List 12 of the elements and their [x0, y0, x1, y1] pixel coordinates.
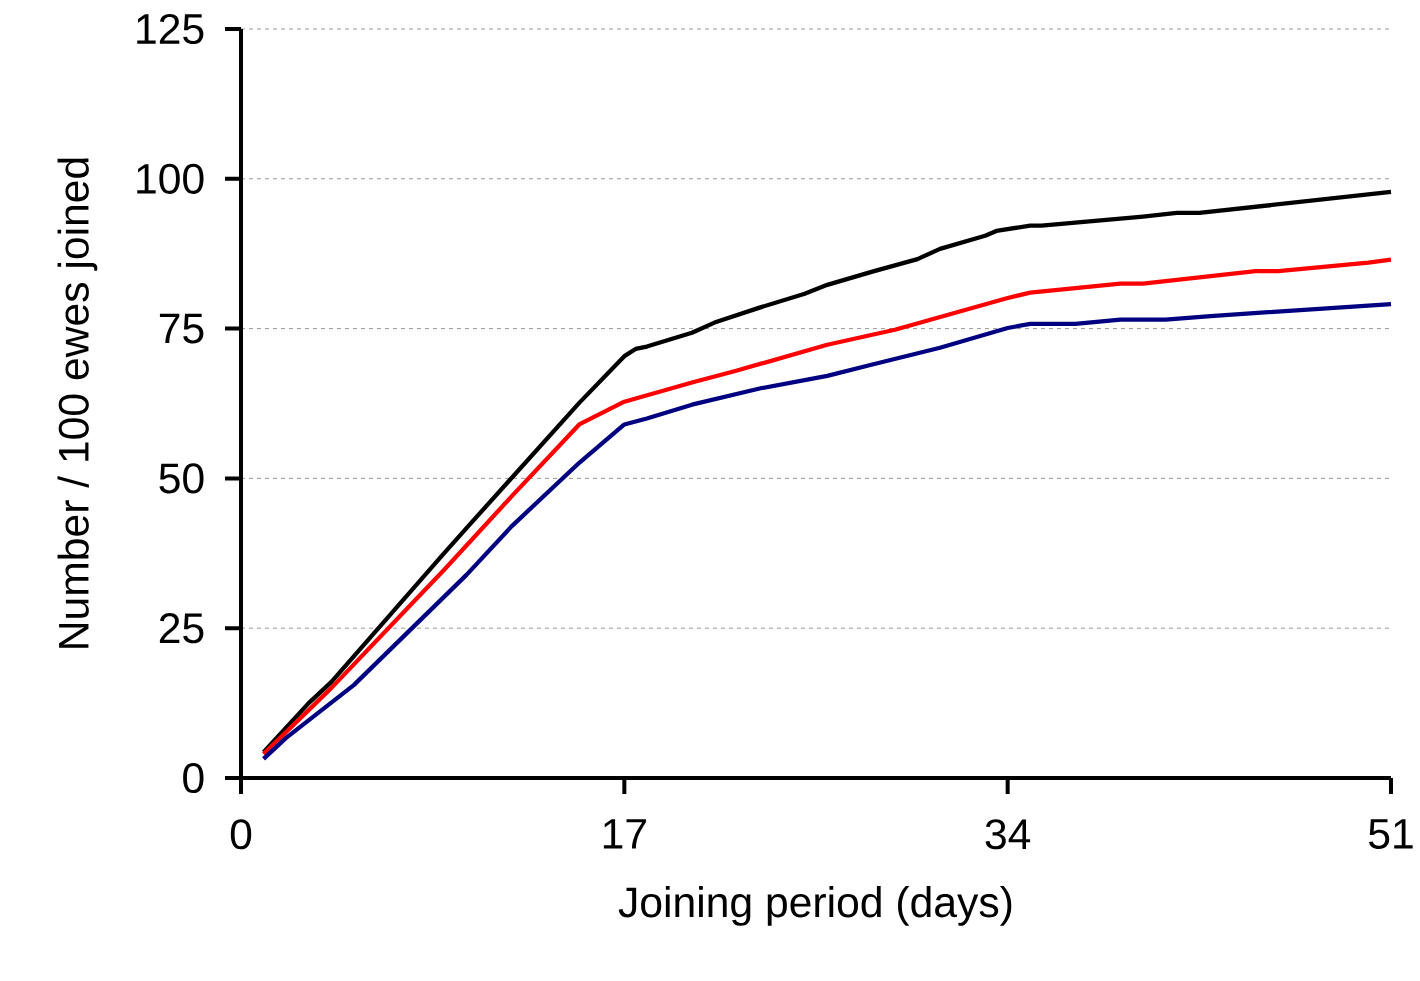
x-tick-label: 17: [603, 819, 646, 849]
x-axis-title: Joining period (days): [618, 886, 1012, 926]
y-tick-label: 100: [137, 163, 204, 194]
x-tick-label: 51: [1368, 819, 1413, 849]
y-tick-label: 25: [159, 613, 204, 644]
y-tick-label: 75: [159, 313, 204, 344]
y-tick-label: 50: [159, 463, 204, 494]
y-tick-label: 0: [183, 762, 204, 794]
y-tick-label: 125: [137, 13, 204, 45]
y-axis-title: Number / 100 ewes joined: [57, 158, 98, 648]
x-tick-label: 34: [985, 819, 1031, 850]
x-tick-label: 0: [230, 819, 252, 850]
